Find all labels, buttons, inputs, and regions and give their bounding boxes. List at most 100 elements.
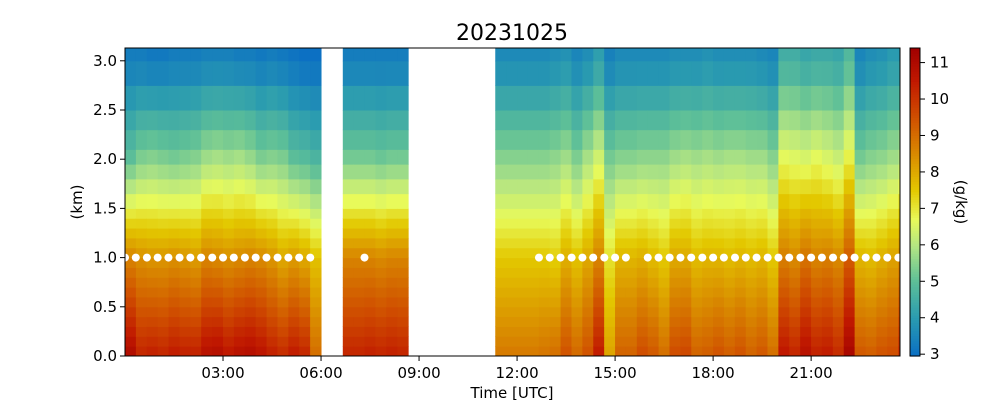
heatmap-cell <box>615 346 627 357</box>
heatmap-cell <box>244 336 257 347</box>
heatmap-cell <box>353 316 366 327</box>
heatmap-cell <box>636 85 649 111</box>
heatmap-cell <box>843 287 856 298</box>
heatmap-cell <box>669 306 681 318</box>
heatmap-cell <box>821 60 834 86</box>
heatmap-cell <box>800 48 812 62</box>
heatmap-cell <box>342 85 355 111</box>
heatmap-cell <box>636 287 649 298</box>
heatmap-cell <box>157 336 170 347</box>
heatmap-cell <box>625 193 638 209</box>
heatmap-cell <box>734 208 747 219</box>
heatmap-cell <box>146 296 159 308</box>
heatmap-cell <box>658 247 670 259</box>
heatmap-cell <box>223 208 235 219</box>
heatmap-cell <box>767 85 779 111</box>
heatmap-cell <box>157 178 170 195</box>
heatmap-cell <box>125 85 137 111</box>
heatmap-cell <box>582 346 594 357</box>
heatmap-cell <box>386 149 398 165</box>
heatmap-cell <box>647 48 660 62</box>
colorbar-segment <box>910 227 920 231</box>
heatmap-cell <box>277 228 289 239</box>
heatmap-cell <box>135 109 148 131</box>
heatmap-cell <box>691 306 703 318</box>
heatmap-cell <box>244 228 257 239</box>
colorbar-segment <box>910 330 920 334</box>
heatmap-cell <box>789 178 801 195</box>
colorbar-segment <box>910 237 920 242</box>
heatmap-cell <box>560 48 572 62</box>
heatmap-cell <box>898 267 901 278</box>
heatmap-cell <box>375 267 387 278</box>
heatmap-cell <box>778 237 790 249</box>
heatmap-cell <box>625 109 638 131</box>
marker-dot <box>731 253 740 262</box>
heatmap-cell <box>789 149 801 165</box>
heatmap-cell <box>658 109 670 131</box>
heatmap-cell <box>506 164 518 180</box>
heatmap-cell <box>756 85 769 111</box>
heatmap-cell <box>397 316 409 327</box>
marker-dot <box>763 253 772 262</box>
heatmap-cell <box>255 326 268 337</box>
heatmap-cell <box>582 218 594 229</box>
heatmap-cell <box>778 257 790 268</box>
plot-frame <box>124 47 901 357</box>
heatmap-cell <box>821 48 834 62</box>
heatmap-cell <box>495 336 507 347</box>
heatmap-cell <box>255 48 268 62</box>
heatmap-cell <box>255 129 268 150</box>
heatmap-cell <box>495 267 507 278</box>
heatmap-cell <box>299 247 311 259</box>
heatmap-cell <box>745 296 758 308</box>
heatmap-cell <box>506 346 518 357</box>
heatmap-cell <box>734 193 747 209</box>
heatmap-cell <box>615 228 627 239</box>
heatmap-cell <box>146 336 159 347</box>
heatmap-cell <box>125 228 137 239</box>
heatmap-cell <box>821 85 834 111</box>
heatmap-cell <box>821 228 834 239</box>
heatmap-cell <box>800 129 812 150</box>
heatmap-cell <box>223 247 235 259</box>
heatmap-cell <box>517 60 529 86</box>
heatmap-cell <box>800 326 812 337</box>
heatmap-cell <box>233 296 246 308</box>
marker-dot <box>850 253 859 262</box>
colorbar-segment <box>910 253 920 257</box>
x-tick-label: 15:00 <box>593 364 636 382</box>
heatmap-cell <box>244 164 257 180</box>
heatmap-cell <box>811 287 823 298</box>
heatmap-cell <box>821 336 834 347</box>
heatmap-cell <box>157 257 170 268</box>
heatmap-cell <box>789 336 801 347</box>
heatmap-cell <box>636 129 649 150</box>
heatmap-cell <box>582 316 594 327</box>
marker-dot <box>807 253 816 262</box>
heatmap-cell <box>255 296 268 308</box>
heatmap-cell <box>713 316 725 327</box>
heatmap-cell <box>288 326 300 337</box>
heatmap-cell <box>397 109 409 131</box>
heatmap-cell <box>843 267 856 278</box>
heatmap-cell <box>190 287 202 298</box>
heatmap-cell <box>560 178 572 195</box>
heatmap-cell <box>865 257 877 268</box>
heatmap-cell <box>375 228 387 239</box>
heatmap-cell <box>517 237 529 249</box>
heatmap-cell <box>277 193 289 209</box>
heatmap-cell <box>898 218 901 229</box>
heatmap-cell <box>517 178 529 195</box>
marker-dot <box>556 253 565 262</box>
heatmap-cell <box>604 109 616 131</box>
colorbar-segment <box>910 58 920 62</box>
heatmap-cell <box>266 109 278 131</box>
marker-dot <box>262 253 271 262</box>
heatmap-cell <box>745 193 758 209</box>
colorbar-tick-label: 5 <box>930 272 940 290</box>
heatmap-cell <box>266 228 278 239</box>
heatmap-cell <box>800 296 812 308</box>
heatmap-cell <box>299 164 311 180</box>
heatmap-cell <box>702 336 714 347</box>
